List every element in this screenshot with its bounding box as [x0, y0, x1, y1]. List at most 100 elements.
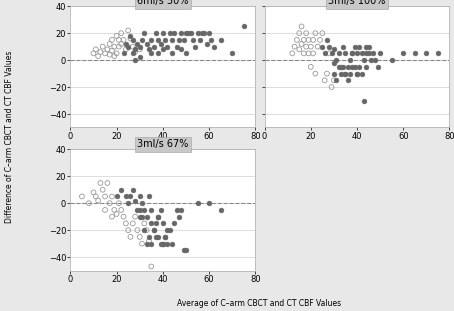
Point — [136, 44, 143, 49]
Point — [159, 241, 167, 246]
Point — [355, 44, 363, 49]
Point — [346, 58, 354, 63]
Point — [150, 228, 157, 233]
Point — [198, 31, 206, 36]
Point — [310, 37, 317, 42]
Point — [168, 241, 176, 246]
Point — [154, 37, 162, 42]
Point — [374, 64, 381, 69]
Point — [141, 228, 148, 233]
Point — [141, 31, 148, 36]
Point — [300, 51, 307, 56]
Point — [124, 28, 132, 33]
Point — [298, 41, 305, 46]
Point — [203, 41, 210, 46]
Point — [164, 228, 171, 233]
Point — [423, 51, 430, 56]
Point — [307, 64, 315, 69]
Point — [353, 51, 360, 56]
Point — [115, 201, 123, 206]
Point — [111, 53, 118, 58]
Point — [363, 44, 370, 49]
Point — [138, 214, 146, 219]
Point — [118, 41, 125, 46]
Point — [111, 207, 118, 212]
Point — [148, 207, 155, 212]
Point — [127, 36, 134, 41]
Point — [340, 44, 347, 49]
Point — [240, 24, 247, 29]
Point — [127, 33, 134, 38]
Point — [330, 71, 337, 76]
Point — [109, 214, 116, 219]
Point — [90, 51, 97, 56]
Point — [109, 48, 116, 53]
Point — [168, 51, 176, 56]
Point — [353, 71, 360, 76]
Point — [145, 194, 153, 199]
Point — [122, 221, 129, 226]
Point — [183, 31, 190, 36]
Point — [201, 31, 208, 36]
Point — [330, 78, 337, 83]
Point — [134, 228, 141, 233]
Point — [335, 64, 342, 69]
Point — [78, 194, 85, 199]
Point — [342, 51, 349, 56]
Point — [129, 51, 136, 56]
Point — [217, 37, 224, 42]
Point — [127, 234, 134, 239]
Point — [296, 47, 303, 52]
Point — [310, 51, 317, 56]
Point — [134, 41, 141, 46]
Point — [136, 47, 143, 52]
Point — [154, 214, 162, 219]
Point — [210, 44, 217, 49]
Title: 6ml/s 50%: 6ml/s 50% — [137, 0, 188, 6]
Point — [321, 78, 328, 83]
Point — [328, 85, 335, 90]
Point — [296, 31, 303, 36]
Point — [92, 47, 99, 52]
Point — [118, 187, 125, 192]
Point — [124, 44, 132, 49]
Point — [388, 58, 395, 63]
Point — [171, 221, 178, 226]
Point — [166, 228, 173, 233]
Point — [104, 180, 111, 185]
Point — [173, 44, 180, 49]
Point — [122, 41, 129, 46]
Point — [358, 71, 365, 76]
Point — [94, 53, 102, 58]
Point — [323, 37, 331, 42]
Point — [321, 51, 328, 56]
Point — [136, 234, 143, 239]
Point — [330, 60, 337, 65]
Point — [85, 201, 93, 206]
Point — [148, 264, 155, 269]
Point — [145, 239, 153, 244]
Point — [305, 37, 312, 42]
Point — [129, 37, 136, 42]
Point — [367, 58, 375, 63]
Point — [136, 55, 143, 60]
Point — [340, 64, 347, 69]
Point — [118, 207, 125, 212]
Point — [162, 37, 169, 42]
Point — [154, 214, 162, 219]
Point — [217, 207, 224, 212]
Point — [411, 51, 419, 56]
Title: 3ml/s 100%: 3ml/s 100% — [328, 0, 386, 6]
Point — [333, 78, 340, 83]
Point — [162, 234, 169, 239]
Point — [293, 37, 301, 42]
Point — [349, 51, 356, 56]
Point — [192, 44, 199, 49]
Point — [307, 44, 315, 49]
Point — [136, 214, 143, 219]
Point — [183, 248, 190, 253]
Point — [363, 64, 370, 69]
Point — [323, 71, 331, 76]
Point — [157, 241, 164, 246]
Point — [171, 31, 178, 36]
